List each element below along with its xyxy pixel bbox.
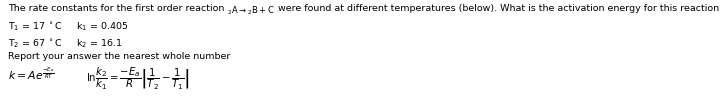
Text: $\mathregular{_{2}A \rightarrow _{2}B + C}$: $\mathregular{_{2}A \rightarrow _{2}B + …: [227, 4, 275, 16]
Text: T$_1$ = 17 $^\circ$C     k$_1$ = 0.405: T$_1$ = 17 $^\circ$C k$_1$ = 0.405: [8, 20, 129, 33]
Text: $\mathrm{ln}\dfrac{k_2}{k_1} = \dfrac{-E_a}{R}\left|\dfrac{1}{T_2} - \dfrac{1}{T: $\mathrm{ln}\dfrac{k_2}{k_1} = \dfrac{-E…: [86, 65, 190, 92]
Text: Report your answer the nearest whole number: Report your answer the nearest whole num…: [8, 52, 230, 61]
Text: $k = Ae^{\frac{-E_a}{RT}}$: $k = Ae^{\frac{-E_a}{RT}}$: [8, 65, 55, 82]
Text: were found at different temperatures (below). What is the activation energy for : were found at different temperatures (be…: [275, 4, 722, 13]
Text: T$_2$ = 67 $^\circ$C     k$_2$ = 16.1: T$_2$ = 67 $^\circ$C k$_2$ = 16.1: [8, 37, 123, 50]
Text: The rate constants for the first order reaction: The rate constants for the first order r…: [8, 4, 227, 13]
